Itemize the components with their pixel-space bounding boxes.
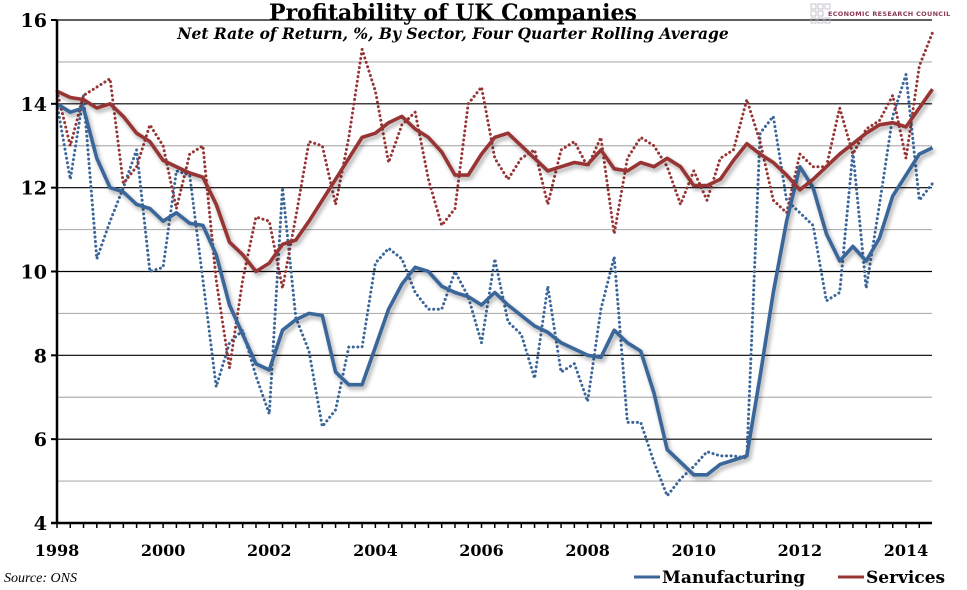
x-tick-label: 2006 [459, 541, 504, 560]
logo-squares-icon [810, 3, 831, 24]
y-tick-label: 10 [21, 262, 47, 284]
y-tick-label: 8 [34, 345, 47, 367]
source-note: Source: ONS [4, 571, 77, 586]
logo-square [824, 17, 831, 24]
legend-label-manufacturing: Manufacturing [662, 568, 805, 588]
x-tick-label: 2000 [141, 541, 186, 560]
series-manufacturing-quarterly [55, 73, 934, 498]
x-tick-label: 2010 [671, 541, 716, 560]
legend-item-services: Services [838, 568, 945, 588]
logo-square [817, 3, 824, 10]
logo-square [817, 17, 824, 24]
erc-logo: ECONOMIC RESEARCH COUNCIL [810, 3, 951, 24]
series-line-services-quarterly [55, 31, 934, 370]
y-tick-label: 4 [34, 513, 47, 535]
logo-text: ECONOMIC RESEARCH COUNCIL [828, 10, 951, 18]
series-services [56, 88, 934, 274]
logo-square [810, 3, 817, 10]
axes [51, 19, 932, 528]
series-line-manufacturing-quarterly [55, 73, 934, 498]
series-services-quarterly [55, 31, 934, 370]
series-manufacturing [56, 102, 934, 477]
x-tick-label: 1998 [35, 541, 80, 560]
chart-title: Profitability of UK Companies [269, 0, 637, 26]
chart-subtitle: Net Rate of Return, %, By Sector, Four Q… [176, 24, 729, 43]
logo-square [824, 3, 831, 10]
series-line-manufacturing [56, 102, 934, 477]
x-tick-labels: 1998 2000 2002 2004 2006 2008 2010 2012 2014 [35, 541, 929, 560]
y-tick-label: 12 [21, 178, 47, 200]
legend: Manufacturing Services [634, 568, 945, 588]
y-tick-label: 6 [34, 429, 47, 451]
gridlines [57, 19, 932, 482]
x-tick-label: 2002 [247, 541, 292, 560]
y-tick-label: 14 [21, 94, 47, 116]
series-layer [55, 31, 934, 498]
x-tick-label: 2004 [353, 541, 398, 560]
x-tick-label: 2012 [778, 541, 823, 560]
logo-square [817, 10, 824, 17]
legend-label-services: Services [866, 568, 945, 588]
x-tick-label: 2008 [565, 541, 610, 560]
legend-item-manufacturing: Manufacturing [634, 568, 805, 588]
series-line-services [56, 88, 934, 274]
x-tick-label: 2014 [884, 541, 929, 560]
y-tick-labels: 4 6 8 10 12 14 16 [21, 10, 47, 535]
y-tick-label: 16 [21, 10, 47, 32]
logo-square [810, 10, 817, 17]
logo-square [810, 17, 817, 24]
